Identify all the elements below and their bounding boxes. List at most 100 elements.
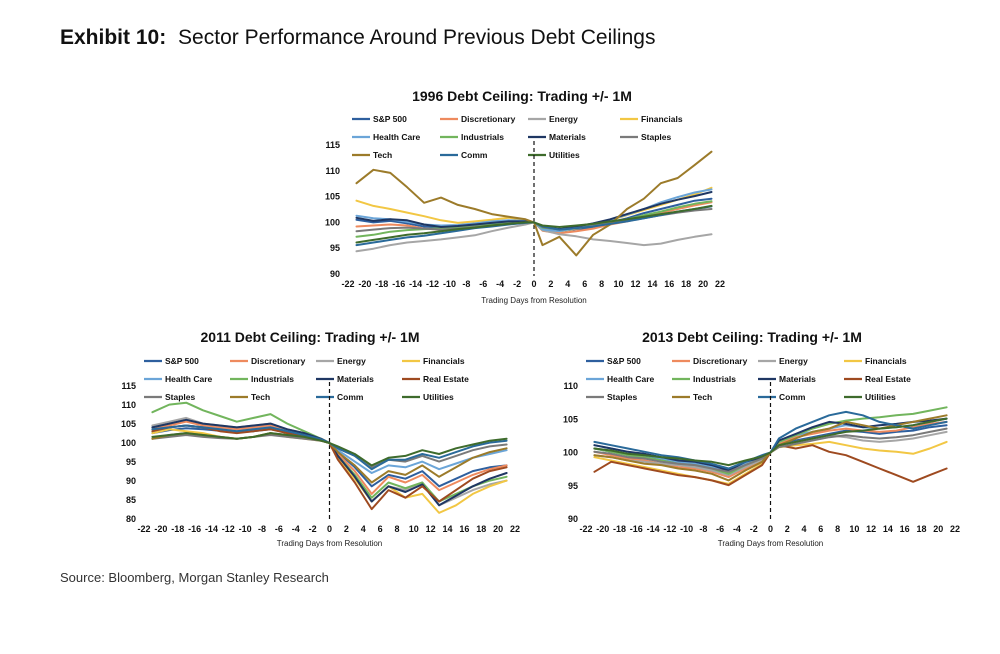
x-tick-label: 0	[531, 279, 536, 289]
x-tick-label: -10	[443, 279, 456, 289]
legend-item-industrials: Industrials	[693, 374, 736, 384]
x-tick-label: 14	[647, 279, 657, 289]
legend-item-tech: Tech	[251, 392, 270, 402]
x-tick-label: 2	[344, 524, 349, 534]
x-tick-label: -14	[647, 524, 660, 534]
legend-item-staples: Staples	[641, 132, 672, 142]
x-tick-label: 18	[681, 279, 691, 289]
legend-item-materials: Materials	[549, 132, 586, 142]
chart-title: 2011 Debt Ceiling: Trading +/- 1M	[201, 329, 420, 345]
y-tick-label: 110	[563, 381, 578, 391]
legend-item-health-care: Health Care	[607, 374, 655, 384]
x-tick-label: 20	[698, 279, 708, 289]
y-tick-label: 115	[121, 381, 136, 391]
x-tick-label: -16	[630, 524, 643, 534]
x-tick-label: 18	[916, 524, 926, 534]
chart-1996: 1996 Debt Ceiling: Trading +/- 1M S&P 500…	[325, 88, 725, 305]
x-tick-label: -4	[733, 524, 741, 534]
exhibit-label: Exhibit 10:	[60, 26, 167, 49]
x-tick-label: -6	[716, 524, 724, 534]
legend-item-utilities: Utilities	[549, 150, 580, 160]
y-tick-label: 90	[330, 269, 340, 279]
x-tick-label: -22	[341, 279, 354, 289]
series-line-utilities	[355, 204, 713, 244]
legend-item-comm: Comm	[461, 150, 488, 160]
x-tick-label: 0	[768, 524, 773, 534]
x-axis-label: Trading Days from Resolution	[718, 539, 824, 548]
legend-item-financials: Financials	[865, 356, 907, 366]
x-tick-label: 4	[802, 524, 807, 534]
x-tick-label: -10	[680, 524, 693, 534]
legend-item-sp-500: S&P 500	[165, 356, 199, 366]
chart-title: 1996 Debt Ceiling: Trading +/- 1M	[412, 88, 632, 104]
legend-item-financials: Financials	[641, 114, 683, 124]
chart-2013: 2013 Debt Ceiling: Trading +/- 1M S&P 500…	[563, 329, 960, 548]
x-tick-label: 14	[883, 524, 893, 534]
x-tick-label: -20	[358, 279, 371, 289]
y-tick-label: 110	[121, 400, 136, 410]
legend-item-materials: Materials	[337, 374, 374, 384]
x-tick-label: -6	[275, 524, 283, 534]
x-tick-label: 20	[933, 524, 943, 534]
exhibit-header: Exhibit 10: Sector Performance Around Pr…	[60, 26, 655, 50]
y-tick-label: 100	[121, 438, 136, 448]
x-axis-label: Trading Days from Resolution	[481, 296, 587, 305]
x-tick-label: 8	[835, 524, 840, 534]
x-tick-label: -16	[188, 524, 201, 534]
legend-item-real-estate: Real Estate	[865, 374, 911, 384]
x-tick-label: -22	[579, 524, 592, 534]
x-tick-label: -22	[137, 524, 150, 534]
legend-item-sp-500: S&P 500	[607, 356, 641, 366]
y-tick-label: 100	[325, 217, 340, 227]
x-tick-label: 12	[866, 524, 876, 534]
series-line-staples	[593, 427, 948, 473]
legend-item-staples: Staples	[165, 392, 196, 402]
x-tick-label: 12	[426, 524, 436, 534]
legend-item-real-estate: Real Estate	[423, 374, 469, 384]
legend-item-sp-500: S&P 500	[373, 114, 407, 124]
y-tick-label: 100	[563, 448, 578, 458]
x-tick-label: 16	[459, 524, 469, 534]
x-tick-label: -20	[596, 524, 609, 534]
chart-2011: 2011 Debt Ceiling: Trading +/- 1M S&P 500…	[121, 329, 520, 548]
x-tick-label: -2	[513, 279, 521, 289]
x-tick-label: -18	[375, 279, 388, 289]
legend-item-tech: Tech	[693, 392, 712, 402]
x-tick-label: 10	[409, 524, 419, 534]
x-axis-label: Trading Days from Resolution	[277, 539, 383, 548]
x-tick-label: -6	[479, 279, 487, 289]
x-tick-label: -12	[426, 279, 439, 289]
x-tick-label: -4	[496, 279, 504, 289]
x-tick-label: 0	[327, 524, 332, 534]
y-tick-label: 90	[126, 476, 136, 486]
x-tick-label: 16	[664, 279, 674, 289]
y-tick-label: 115	[325, 140, 340, 150]
x-tick-label: -16	[392, 279, 405, 289]
legend-item-staples: Staples	[607, 392, 638, 402]
legend-item-tech: Tech	[373, 150, 392, 160]
x-tick-label: 4	[361, 524, 366, 534]
legend-item-financials: Financials	[423, 356, 465, 366]
x-tick-label: 8	[599, 279, 604, 289]
x-tick-label: -10	[239, 524, 252, 534]
x-tick-label: 10	[614, 279, 624, 289]
x-tick-label: -8	[699, 524, 707, 534]
x-tick-label: 2	[548, 279, 553, 289]
x-tick-label: 12	[630, 279, 640, 289]
x-tick-label: 16	[900, 524, 910, 534]
source-note: Source: Bloomberg, Morgan Stanley Resear…	[60, 570, 329, 585]
y-tick-label: 105	[563, 414, 578, 424]
x-tick-label: 18	[476, 524, 486, 534]
x-tick-label: -20	[154, 524, 167, 534]
y-tick-label: 95	[126, 457, 136, 467]
x-tick-label: -4	[292, 524, 300, 534]
legend-item-discretionary: Discretionary	[461, 114, 516, 124]
x-tick-label: -14	[409, 279, 422, 289]
x-tick-label: 6	[818, 524, 823, 534]
x-tick-label: 2	[785, 524, 790, 534]
y-tick-label: 85	[126, 495, 136, 505]
x-tick-label: -8	[462, 279, 470, 289]
y-tick-label: 95	[330, 243, 340, 253]
x-tick-label: 20	[493, 524, 503, 534]
x-tick-label: -18	[613, 524, 626, 534]
